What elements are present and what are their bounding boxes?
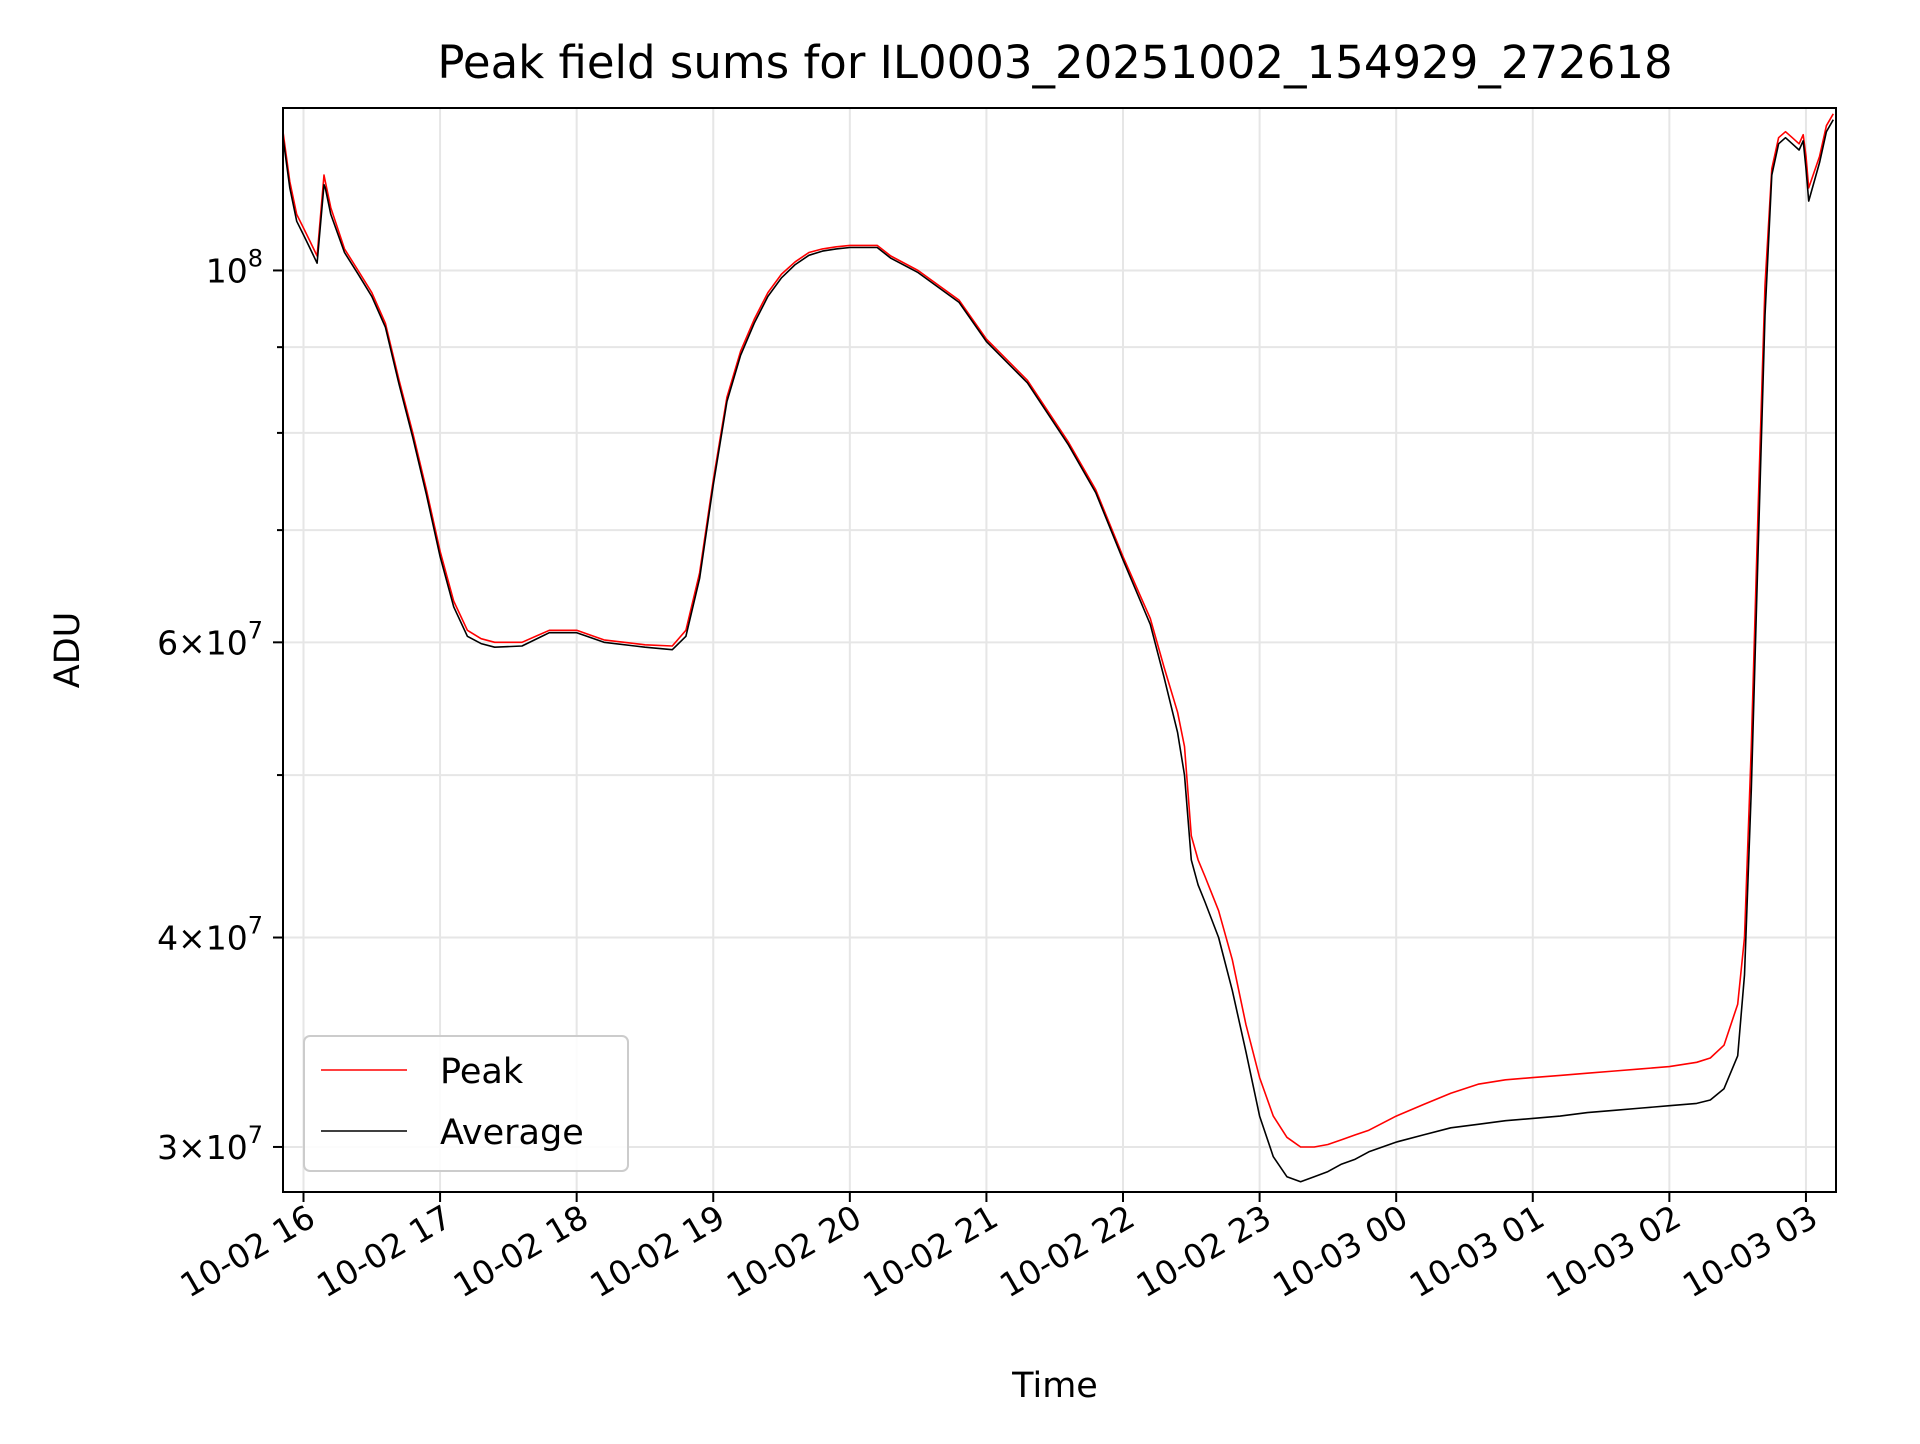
y-tick-mantissa: 3× — [157, 1128, 206, 1167]
y-tick-exponent: 8 — [248, 244, 263, 272]
plot-frame — [282, 107, 1837, 1193]
y-tick-base: 10 — [206, 919, 248, 958]
y-tick-mantissa: 4× — [157, 919, 206, 958]
y-tick-label: 3×107 — [157, 1121, 263, 1167]
y-tick-mantissa: 6× — [157, 623, 206, 662]
x-axis-label: Time — [1011, 1366, 1098, 1406]
y-tick-exponent: 7 — [248, 1121, 263, 1149]
y-tick-base: 10 — [206, 623, 248, 662]
y-tick-base: 10 — [206, 251, 248, 290]
y-tick-exponent: 7 — [248, 912, 263, 940]
series-line-peak — [282, 113, 1834, 1148]
y-axis-label: ADU — [48, 612, 88, 689]
legend: Peak Average — [303, 1035, 629, 1172]
series-line-average — [282, 119, 1834, 1183]
legend-peak-label: Peak — [440, 1052, 524, 1092]
y-tick-label: 108 — [206, 244, 263, 290]
legend-average-label: Average — [440, 1113, 584, 1153]
plot-area-background — [283, 108, 1836, 1192]
y-tick-label: 6×107 — [157, 616, 263, 662]
y-tick-label: 4×107 — [157, 912, 263, 958]
chart-title: Peak field sums for IL0003_20251002_1549… — [437, 36, 1672, 89]
y-tick-exponent: 7 — [248, 616, 263, 644]
grid-lines — [283, 108, 1836, 1192]
y-tick-base: 10 — [206, 1128, 248, 1167]
series-group — [282, 113, 1834, 1183]
